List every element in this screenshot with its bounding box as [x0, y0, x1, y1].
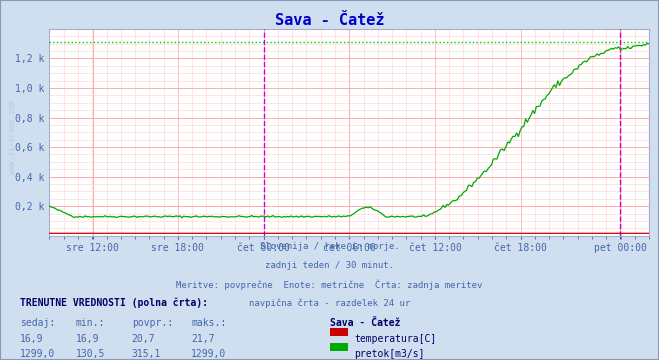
- Text: povpr.:: povpr.:: [132, 318, 173, 328]
- Text: 1299,0: 1299,0: [20, 349, 55, 359]
- Text: 1299,0: 1299,0: [191, 349, 226, 359]
- Text: pretok[m3/s]: pretok[m3/s]: [355, 349, 425, 359]
- Text: Slovenija / reke in morje.: Slovenija / reke in morje.: [260, 242, 399, 251]
- Text: Sava - Čatež: Sava - Čatež: [275, 13, 384, 28]
- Text: 16,9: 16,9: [20, 334, 43, 344]
- Text: Sava - Čatež: Sava - Čatež: [330, 318, 400, 328]
- Text: temperatura[C]: temperatura[C]: [355, 334, 437, 344]
- Text: 315,1: 315,1: [132, 349, 161, 359]
- Text: 130,5: 130,5: [76, 349, 105, 359]
- Text: TRENUTNE VREDNOSTI (polna črta):: TRENUTNE VREDNOSTI (polna črta):: [20, 297, 208, 307]
- Text: www.si-vreme.com: www.si-vreme.com: [8, 100, 17, 174]
- Text: Meritve: povprečne  Enote: metrične  Črta: zadnja meritev: Meritve: povprečne Enote: metrične Črta:…: [177, 279, 482, 290]
- Text: 20,7: 20,7: [132, 334, 156, 344]
- Text: 16,9: 16,9: [76, 334, 100, 344]
- Text: sedaj:: sedaj:: [20, 318, 55, 328]
- Text: navpična črta - razdelek 24 ur: navpična črta - razdelek 24 ur: [249, 298, 410, 307]
- Text: 21,7: 21,7: [191, 334, 215, 344]
- Text: min.:: min.:: [76, 318, 105, 328]
- Text: maks.:: maks.:: [191, 318, 226, 328]
- Text: zadnji teden / 30 minut.: zadnji teden / 30 minut.: [265, 261, 394, 270]
